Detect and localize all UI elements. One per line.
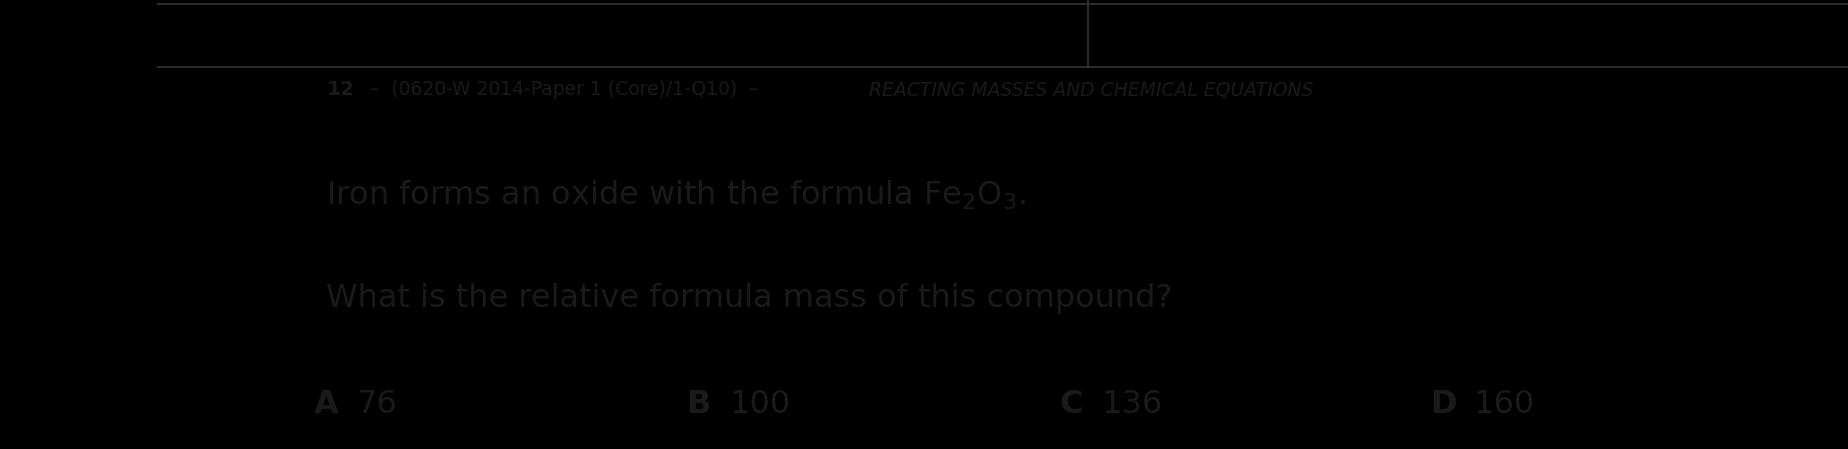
Text: Iron forms an oxide with the formula $\mathrm{Fe_2O_3}$.: Iron forms an oxide with the formula $\m… [325,179,1026,212]
Text: 160: 160 [1473,388,1534,420]
Text: A: A [314,388,338,420]
Text: 136: 136 [1101,388,1162,420]
Text: –  (0620-W 2014-Paper 1 (Core)/1-Q10)  –: – (0620-W 2014-Paper 1 (Core)/1-Q10) – [364,80,763,99]
Text: REACTING MASSES AND CHEMICAL EQUATIONS: REACTING MASSES AND CHEMICAL EQUATIONS [863,80,1312,99]
Text: 12: 12 [325,80,355,99]
Text: 76: 76 [357,388,397,420]
Text: B: B [686,388,710,420]
Text: 100: 100 [728,388,789,420]
Text: C: C [1059,388,1081,420]
Text: What is the relative formula mass of this compound?: What is the relative formula mass of thi… [325,283,1172,314]
Text: D: D [1429,388,1456,420]
